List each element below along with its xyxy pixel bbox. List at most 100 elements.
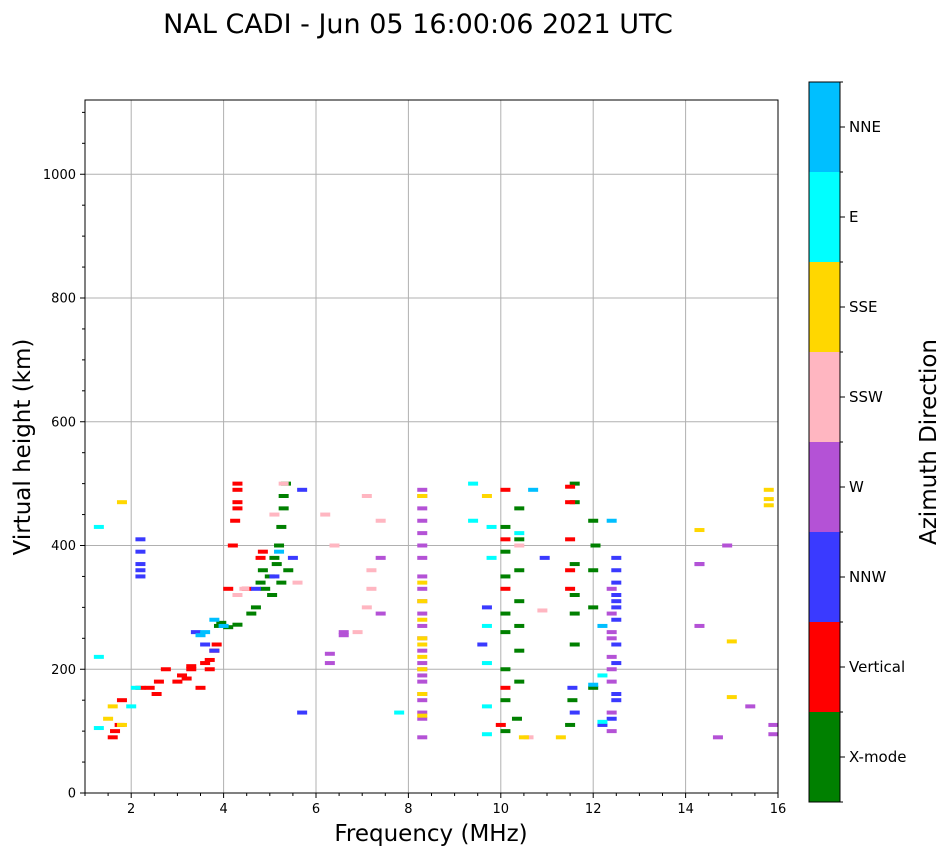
data-point <box>257 549 268 554</box>
data-point <box>722 543 733 548</box>
data-point <box>528 487 539 492</box>
data-point <box>514 543 525 548</box>
data-point <box>239 586 250 591</box>
x-tick-label: 2 <box>127 802 135 817</box>
data-point <box>417 586 428 591</box>
data-point <box>116 500 127 505</box>
data-point <box>539 555 550 560</box>
data-point <box>768 722 779 727</box>
data-point <box>606 729 617 734</box>
data-point <box>597 623 608 628</box>
series-nnw <box>135 487 705 727</box>
data-point <box>745 704 756 709</box>
data-point <box>190 630 201 635</box>
y-tick-label: 600 <box>51 415 76 430</box>
data-point <box>361 494 372 498</box>
data-point <box>565 722 576 727</box>
data-point <box>606 710 617 715</box>
colorbar-label: Vertical <box>849 658 905 676</box>
data-point <box>260 586 271 591</box>
data-point <box>500 685 511 690</box>
data-point <box>232 506 243 511</box>
colorbar-segment-x-mode <box>809 712 840 802</box>
data-point <box>223 586 234 591</box>
data-point <box>218 623 229 628</box>
colorbar-frame <box>808 81 841 803</box>
data-point <box>271 562 282 567</box>
data-point <box>500 698 511 703</box>
series-e <box>93 481 608 737</box>
y-tick-label: 800 <box>51 292 76 307</box>
data-point <box>606 611 617 616</box>
colorbar-label: NNE <box>849 118 881 136</box>
data-point <box>352 630 363 635</box>
data-point <box>417 611 428 616</box>
data-point <box>481 732 492 737</box>
data-point <box>417 667 428 672</box>
data-point <box>278 481 289 486</box>
data-point <box>694 528 705 533</box>
data-point <box>611 593 622 597</box>
data-point <box>597 722 608 727</box>
data-point <box>481 704 492 709</box>
data-point <box>204 657 215 662</box>
data-point <box>324 661 335 666</box>
data-point <box>417 636 428 641</box>
data-point <box>200 661 211 666</box>
data-point <box>726 639 737 644</box>
data-point <box>514 599 525 604</box>
data-point <box>417 698 428 703</box>
data-point <box>606 518 617 523</box>
data-point <box>200 630 211 635</box>
grid-lines <box>85 100 779 794</box>
data-point <box>514 568 525 573</box>
data-point <box>297 710 308 715</box>
y-axis-title: Virtual height (km) <box>10 339 36 556</box>
data-point <box>375 518 386 523</box>
colorbar-label: W <box>849 478 864 496</box>
data-point <box>417 673 428 678</box>
data-point <box>246 611 257 616</box>
data-point <box>611 617 622 622</box>
x-tick-label: 12 <box>585 802 602 817</box>
data-point <box>495 722 506 727</box>
series-nne <box>195 487 617 687</box>
data-point <box>417 543 428 548</box>
plot-frame <box>84 99 779 794</box>
data-point <box>232 622 243 627</box>
data-point <box>135 549 146 554</box>
data-point <box>417 494 428 498</box>
colorbar-segment-e <box>809 172 840 262</box>
colorbar: X-mode Vertical NNW W SSW SSE E NNE <box>808 81 906 803</box>
data-point <box>274 543 285 548</box>
data-point <box>611 661 622 666</box>
data-point <box>763 487 774 492</box>
data-point <box>500 574 511 579</box>
data-point <box>500 667 511 672</box>
x-tick-label: 14 <box>677 802 694 817</box>
data-point <box>588 685 599 690</box>
data-point <box>417 710 428 715</box>
data-point <box>283 568 294 573</box>
data-point <box>486 524 497 529</box>
data-point <box>569 710 580 715</box>
data-point <box>417 487 428 492</box>
y-axis-ticks: 0 200 400 600 800 1000 <box>43 111 85 802</box>
data-point <box>93 524 104 529</box>
data-point <box>565 568 576 573</box>
data-point <box>569 642 580 647</box>
data-point <box>135 574 146 579</box>
data-point <box>324 651 335 656</box>
data-point <box>468 518 479 523</box>
data-point <box>569 611 580 616</box>
colorbar-label: SSW <box>849 388 883 406</box>
plot-marks <box>93 481 779 740</box>
data-point <box>338 633 349 638</box>
data-point <box>481 605 492 610</box>
data-point <box>611 698 622 703</box>
data-point <box>204 667 215 672</box>
data-point <box>597 673 608 678</box>
data-point <box>160 667 171 672</box>
colorbar-segment-ssw <box>809 352 840 442</box>
data-point <box>126 704 137 709</box>
